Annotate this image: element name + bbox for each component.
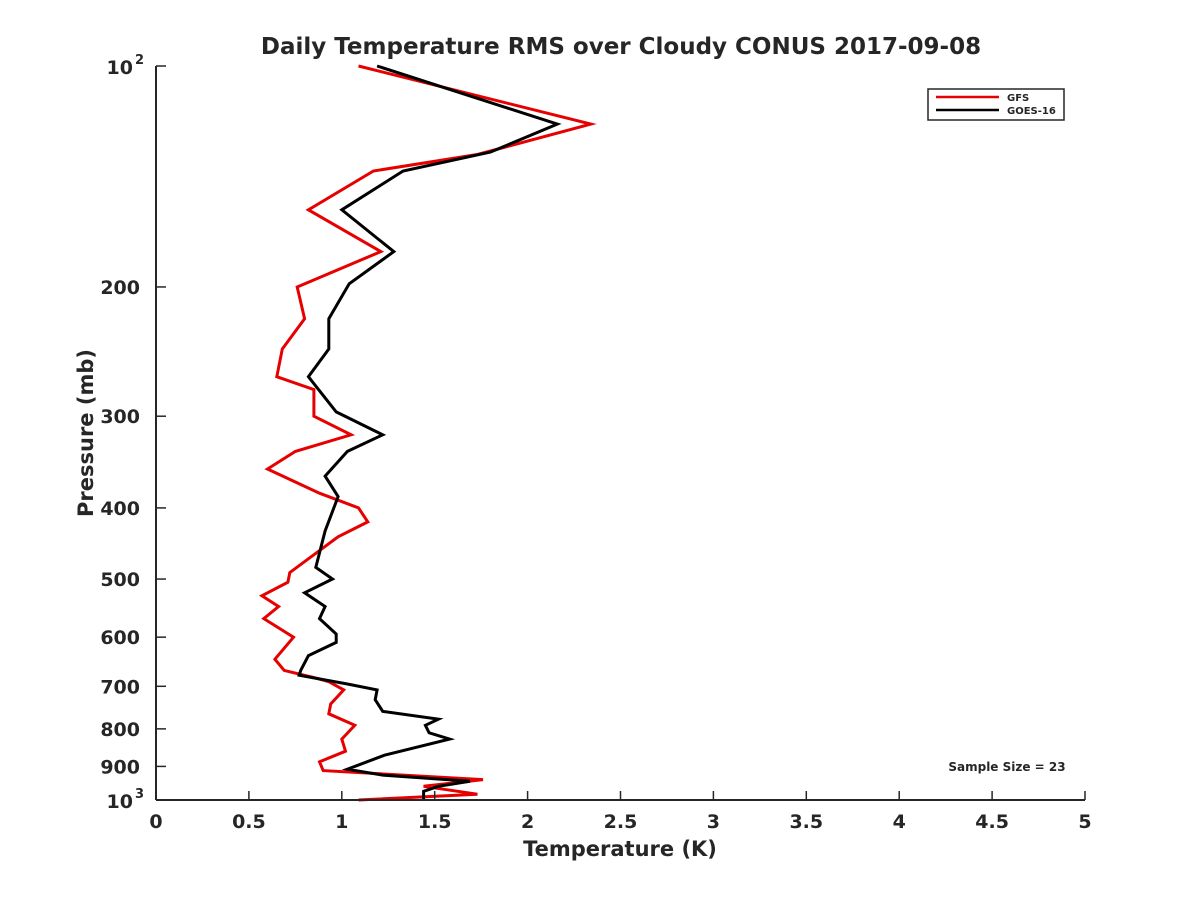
y-tick-label: 300 [100, 406, 140, 428]
x-tick-label: 2 [521, 811, 534, 833]
x-tick-label: 1 [335, 811, 348, 833]
x-tick-label: 0.5 [232, 811, 266, 833]
y-tick-label: 400 [100, 498, 140, 520]
y-tick-label: 10 [107, 57, 133, 79]
chart-title: Daily Temperature RMS over Cloudy CONUS … [261, 34, 981, 60]
y-tick-label: 10 [107, 791, 133, 813]
x-tick-label: 5 [1078, 811, 1091, 833]
x-tick-label: 3.5 [789, 811, 823, 833]
x-tick-label: 2.5 [604, 811, 638, 833]
y-tick-exponent: 2 [135, 53, 144, 68]
x-axis-label: Temperature (K) [523, 837, 717, 861]
y-axis-label: Pressure (mb) [74, 349, 98, 517]
y-tick-label: 800 [100, 719, 140, 741]
series-line-goes16 [297, 64, 562, 800]
y-tick-label: 900 [100, 756, 140, 778]
legend-box [927, 88, 1065, 121]
series-line-gfs [258, 64, 597, 802]
x-tick-label: 3 [707, 811, 720, 833]
x-tick-label: 4 [893, 811, 906, 833]
y-tick-exponent: 3 [135, 787, 144, 802]
legend: GFS GOES-16 [927, 88, 1065, 121]
y-tick-label: 600 [100, 627, 140, 649]
x-axis-ticks: 0 0.5 1 1.5 2 2.5 3 3.5 4 4.5 5 [149, 791, 1092, 833]
x-tick-label: 4.5 [975, 811, 1009, 833]
x-tick-label: 1.5 [418, 811, 452, 833]
sample-size-annotation: Sample Size = 23 [948, 760, 1065, 774]
y-tick-label: 700 [100, 676, 140, 698]
y-tick-label: 500 [100, 569, 140, 591]
x-tick-label: 0 [149, 811, 162, 833]
series-lines [258, 64, 597, 802]
y-tick-label: 200 [100, 277, 140, 299]
legend-label-gfs: GFS [1007, 93, 1029, 104]
legend-label-goes16: GOES-16 [1007, 106, 1056, 117]
